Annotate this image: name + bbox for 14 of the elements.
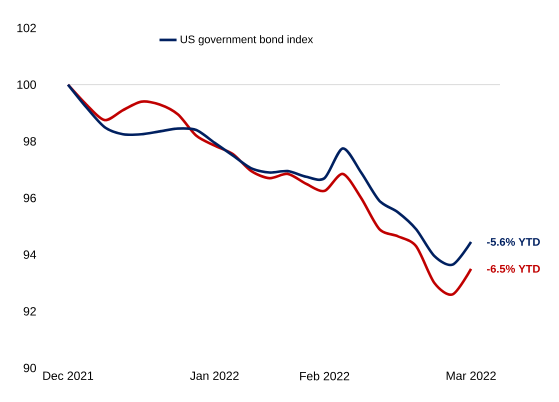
annotation: -6.5% YTD: [487, 264, 540, 273]
y-tick-label: 92: [24, 307, 36, 316]
y-tick-label: 90: [24, 364, 36, 372]
y-tick-label: 98: [24, 137, 36, 146]
x-tick-label: Mar 2022: [446, 372, 496, 380]
x-tick-label: Dec 2021: [43, 372, 94, 380]
y-tick-label: 94: [24, 250, 36, 259]
annotation: -5.6% YTD: [487, 238, 540, 246]
y-tick-label: 100: [17, 80, 36, 89]
legend-label: US government bond index: [180, 35, 314, 46]
x-tick-label: Jan 2022: [190, 372, 239, 380]
y-tick-label: 102: [17, 24, 36, 32]
x-tick-label: Feb 2022: [300, 372, 350, 380]
y-tick-label: 96: [24, 194, 36, 202]
